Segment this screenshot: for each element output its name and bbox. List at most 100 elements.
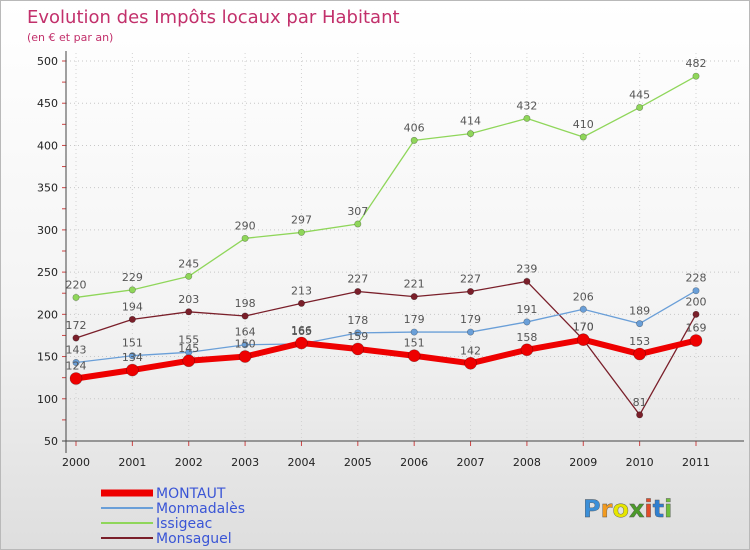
point-monmadales <box>467 328 475 336</box>
y-tick-label: 100 <box>37 393 58 406</box>
point-montaut <box>351 342 365 356</box>
series-group <box>69 72 703 419</box>
x-tick-label: 2009 <box>569 456 597 469</box>
point-issigeac <box>523 114 531 122</box>
point-monsaguel <box>241 312 249 320</box>
data-label-issigeac: 406 <box>404 121 425 134</box>
data-label-montaut: 153 <box>629 335 650 348</box>
y-tick-label: 300 <box>37 224 58 237</box>
series-line-montaut <box>75 336 697 382</box>
point-monmadales <box>579 305 587 313</box>
data-label-issigeac: 432 <box>516 99 537 112</box>
point-issigeac <box>636 103 644 111</box>
point-monsaguel <box>523 277 531 285</box>
point-montaut <box>69 372 83 385</box>
point-monmadales <box>636 320 644 328</box>
data-label-montaut: 124 <box>66 360 87 373</box>
data-label-monsaguel: 194 <box>122 300 143 313</box>
data-label-montaut: 150 <box>235 338 256 351</box>
data-label-issigeac: 410 <box>573 118 594 131</box>
point-montaut <box>126 363 139 377</box>
data-label-issigeac: 482 <box>686 57 707 70</box>
y-tick-label: 200 <box>37 308 58 321</box>
brand-letter: P <box>583 495 601 523</box>
axes: 50 100 150 200 250 300 350 400 450 500 2000 2001 200… <box>37 51 744 469</box>
point-monmadales <box>410 328 418 336</box>
data-label-monmadales: 206 <box>573 290 594 303</box>
data-label-monsaguel: 227 <box>460 273 481 286</box>
proxiti-logo: Proxiti <box>583 495 673 523</box>
x-tick-label: 2000 <box>62 456 90 469</box>
point-monmadales <box>128 352 136 360</box>
y-tick-label: 250 <box>37 266 58 279</box>
point-monsaguel <box>72 334 80 342</box>
data-label-montaut: 134 <box>122 351 143 364</box>
legend-label-monmadales: Monmadalès <box>156 501 245 517</box>
data-label-monsaguel: 172 <box>66 319 87 332</box>
data-label-montaut: 158 <box>516 331 537 344</box>
data-label-monsaguel: 239 <box>516 262 537 275</box>
point-issigeac <box>467 130 475 138</box>
data-label-monmadales: 164 <box>235 326 256 339</box>
data-label-issigeac: 445 <box>629 88 650 101</box>
point-issigeac <box>354 220 362 228</box>
data-label-monsaguel: 227 <box>347 273 368 286</box>
grid <box>66 53 741 442</box>
data-label-monmadales: 191 <box>516 303 537 316</box>
y-tick-label: 500 <box>37 55 58 68</box>
series-line-issigeac <box>75 75 697 299</box>
y-tick-label: 150 <box>37 351 58 364</box>
point-montaut <box>407 349 421 363</box>
x-tick-label: 2004 <box>287 456 315 469</box>
data-label-issigeac: 307 <box>347 205 368 218</box>
data-label-monsaguel: 221 <box>404 278 425 291</box>
data-label-montaut: 166 <box>291 324 312 337</box>
data-label-monmadales: 151 <box>122 337 143 350</box>
data-label-issigeac: 297 <box>291 213 312 226</box>
point-monmadales <box>241 341 249 349</box>
point-issigeac <box>297 228 305 236</box>
point-montaut <box>295 336 308 350</box>
data-label-monmadales: 178 <box>347 314 368 327</box>
point-monsaguel <box>354 288 362 296</box>
x-tick-label: 2011 <box>682 456 710 469</box>
data-label-issigeac: 245 <box>178 257 199 270</box>
point-montaut <box>633 347 646 361</box>
data-label-issigeac: 414 <box>460 115 481 128</box>
data-label-monsaguel: 203 <box>178 293 199 306</box>
data-label-issigeac: 220 <box>66 278 87 291</box>
data-label-montaut: 169 <box>686 322 707 335</box>
point-monsaguel <box>410 293 418 301</box>
point-montaut <box>182 354 196 368</box>
brand-letter: t <box>653 495 664 523</box>
data-label-montaut: 151 <box>404 337 425 350</box>
legend-label-montaut: MONTAUT <box>156 486 226 502</box>
point-monmadales <box>523 318 531 326</box>
point-monmadales <box>72 358 80 366</box>
data-label-monsaguel: 198 <box>235 297 256 310</box>
data-label-monmadales: 165 <box>291 325 312 338</box>
x-tick-label: 2007 <box>457 456 485 469</box>
y-tick-label: 50 <box>44 435 58 448</box>
y-tick-label: 350 <box>37 182 58 195</box>
legend-label-issigeac: Issigeac <box>156 516 212 532</box>
x-tick-label: 2003 <box>231 456 259 469</box>
data-label-monsaguel: 200 <box>686 295 707 308</box>
data-label-monsaguel: 81 <box>633 396 647 409</box>
point-issigeac <box>72 293 80 301</box>
chart-title: Evolution des Impôts locaux par Habitant <box>27 7 400 28</box>
series-line-monmadales <box>75 290 697 364</box>
point-monsaguel <box>128 315 136 323</box>
data-label-montaut: 145 <box>178 342 199 355</box>
point-montaut <box>520 343 534 357</box>
x-tick-label: 2001 <box>118 456 146 469</box>
brand-name: Proxiti <box>583 495 672 523</box>
point-monsaguel <box>185 308 193 316</box>
brand-letter: i <box>644 495 652 523</box>
data-label-monmadales: 179 <box>460 313 481 326</box>
data-label-monmadales: 179 <box>404 313 425 326</box>
x-tick-label: 2008 <box>513 456 541 469</box>
point-issigeac <box>128 286 136 294</box>
point-issigeac <box>692 72 700 80</box>
